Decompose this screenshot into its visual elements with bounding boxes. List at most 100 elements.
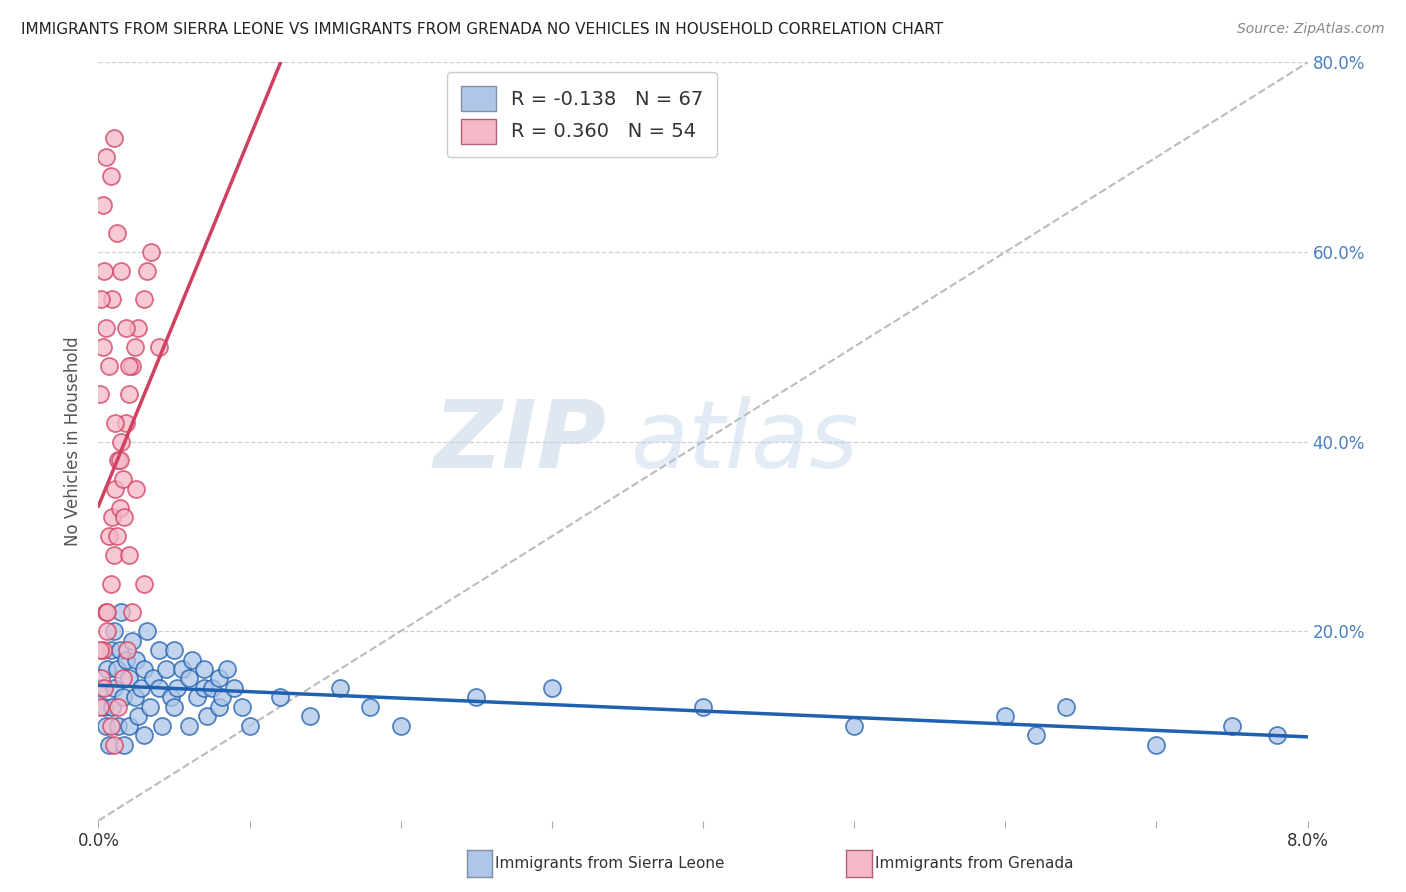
Point	[193, 681, 215, 695]
Point	[215, 662, 238, 676]
Point	[208, 672, 231, 686]
Point	[94, 320, 117, 334]
Point	[93, 699, 115, 714]
Point	[360, 699, 382, 714]
Point	[118, 387, 141, 401]
Point	[132, 576, 155, 591]
Point	[124, 340, 146, 354]
Point	[231, 699, 253, 714]
Point	[107, 699, 129, 714]
Point	[125, 652, 148, 666]
Point	[96, 605, 118, 619]
Point	[132, 293, 155, 307]
Text: Immigrants from Grenada: Immigrants from Grenada	[875, 856, 1073, 871]
Point	[105, 529, 128, 543]
Point	[94, 605, 117, 619]
Point	[114, 416, 136, 430]
Point	[692, 699, 714, 714]
Point	[100, 576, 122, 591]
Text: Source: ZipAtlas.com: Source: ZipAtlas.com	[1237, 22, 1385, 37]
Point	[96, 624, 118, 639]
Point	[103, 548, 125, 563]
Text: ZIP: ZIP	[433, 395, 606, 488]
Point	[110, 434, 132, 449]
Point	[121, 605, 143, 619]
Point	[195, 709, 218, 723]
Point	[108, 500, 131, 515]
Point	[110, 605, 132, 619]
Point	[1267, 728, 1289, 742]
Point	[148, 681, 170, 695]
Point	[90, 293, 112, 307]
Point	[103, 681, 125, 695]
Point	[118, 672, 141, 686]
Point	[103, 131, 125, 145]
Point	[115, 643, 138, 657]
Point	[110, 264, 132, 278]
Point	[124, 690, 146, 705]
Point	[104, 416, 127, 430]
Point	[186, 690, 208, 705]
Point	[91, 340, 114, 354]
Point	[181, 652, 204, 666]
Point	[179, 672, 201, 686]
Point	[112, 738, 135, 752]
Point	[105, 226, 128, 240]
Point	[101, 510, 124, 524]
Point	[269, 690, 291, 705]
Point	[96, 662, 118, 676]
Point	[93, 264, 115, 278]
Point	[89, 387, 111, 401]
Point	[111, 672, 134, 686]
Point	[91, 643, 114, 657]
Point	[148, 643, 170, 657]
Point	[100, 719, 122, 733]
Point	[107, 453, 129, 467]
Point	[239, 719, 262, 733]
Point	[224, 681, 246, 695]
Point	[211, 690, 233, 705]
Text: IMMIGRANTS FROM SIERRA LEONE VS IMMIGRANTS FROM GRENADA NO VEHICLES IN HOUSEHOLD: IMMIGRANTS FROM SIERRA LEONE VS IMMIGRAN…	[21, 22, 943, 37]
Point	[1054, 699, 1077, 714]
Point	[208, 699, 231, 714]
Point	[179, 719, 201, 733]
Point	[540, 681, 562, 695]
Point	[118, 359, 141, 373]
Point	[118, 548, 141, 563]
Point	[127, 709, 149, 723]
Point	[105, 662, 128, 676]
Point	[94, 150, 117, 164]
Point	[98, 738, 121, 752]
Point	[107, 719, 129, 733]
Point	[112, 510, 135, 524]
Point	[201, 681, 224, 695]
Point	[148, 340, 170, 354]
Point	[389, 719, 412, 733]
Point	[142, 672, 165, 686]
Point	[93, 681, 115, 695]
Point	[1146, 738, 1168, 752]
Point	[101, 293, 124, 307]
Point	[329, 681, 352, 695]
Point	[94, 719, 117, 733]
Point	[844, 719, 866, 733]
Point	[111, 690, 134, 705]
Point	[121, 633, 143, 648]
Point	[104, 482, 127, 496]
Point	[299, 709, 322, 723]
Y-axis label: No Vehicles in Household: No Vehicles in Household	[65, 336, 83, 547]
Point	[170, 662, 193, 676]
Point	[127, 320, 149, 334]
Point	[111, 473, 134, 487]
Text: atlas: atlas	[630, 396, 859, 487]
Point	[89, 699, 111, 714]
Point	[114, 320, 136, 334]
Point	[114, 652, 136, 666]
Text: Immigrants from Sierra Leone: Immigrants from Sierra Leone	[495, 856, 724, 871]
Point	[160, 690, 183, 705]
Point	[125, 482, 148, 496]
Point	[141, 244, 163, 259]
Point	[90, 681, 112, 695]
Point	[193, 662, 215, 676]
Point	[166, 681, 188, 695]
